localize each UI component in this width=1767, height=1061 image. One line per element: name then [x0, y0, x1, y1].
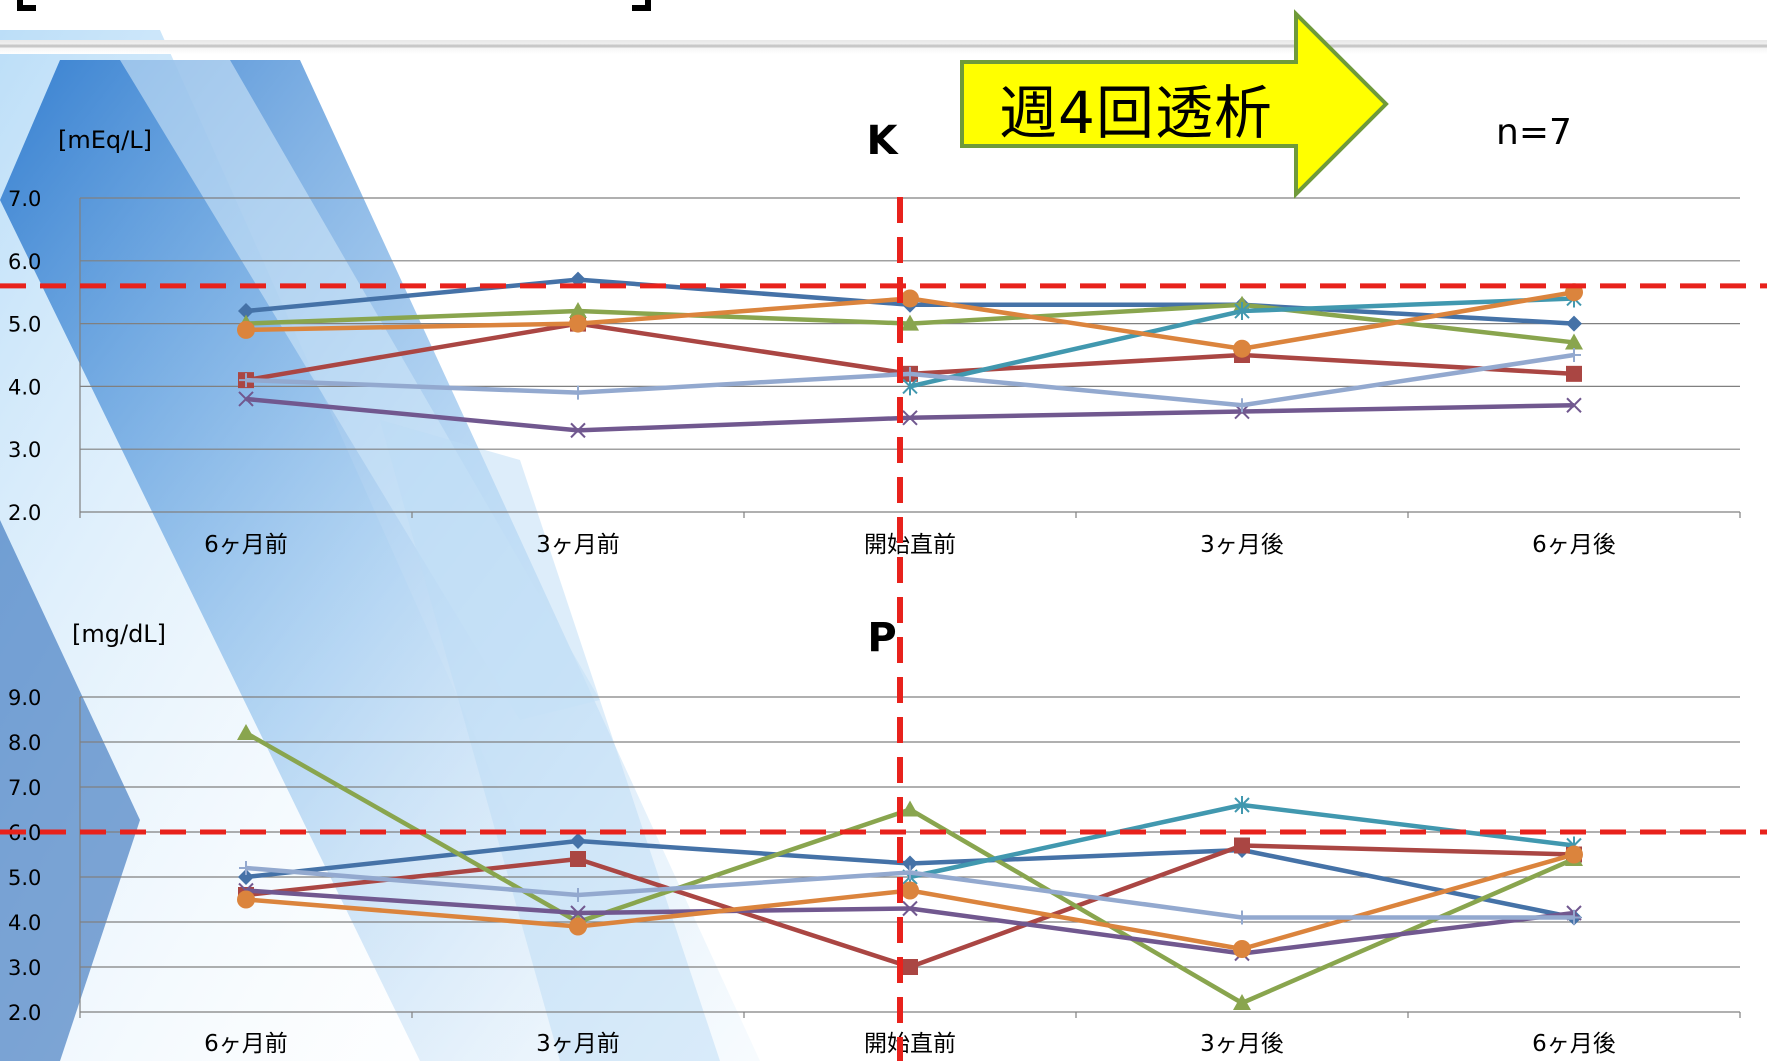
x-tick-label: 3ヶ月前 [536, 532, 620, 558]
marker-plus [571, 385, 585, 400]
marker-diamond [1566, 315, 1582, 332]
marker-circle [901, 881, 919, 900]
marker-plus [1567, 910, 1581, 925]
y-axis-label: [mEq/L] [58, 126, 152, 154]
marker-diamond [902, 855, 918, 872]
marker-square [570, 851, 586, 867]
marker-x [238, 391, 254, 407]
x-tick-label: 開始直前 [864, 1031, 956, 1057]
chart-p: 2.03.04.05.06.07.08.09.06ヶ月前3ヶ月前開始直前3ヶ月後… [0, 615, 1767, 1057]
marker-plus [1235, 398, 1249, 413]
marker-plus [239, 373, 253, 388]
marker-square [1234, 837, 1250, 854]
y-tick-label: 2.0 [8, 1001, 41, 1025]
x-tick-label: 6ヶ月後 [1532, 532, 1616, 558]
marker-square [902, 959, 918, 975]
marker-plus [239, 861, 253, 875]
marker-plus [1567, 348, 1581, 362]
series-4 [238, 391, 1582, 439]
marker-circle [569, 917, 587, 936]
y-tick-label: 6.0 [8, 250, 41, 274]
marker-triangle [237, 724, 255, 740]
chart-k: 2.0 3.0 4.0 5.0 6.0 7.0 6ヶ月前 3ヶ月前 開始直前 3ヶ月後 6ヶ月後 [m… [0, 118, 1767, 558]
marker-circle [1565, 845, 1583, 864]
marker-circle [901, 289, 919, 308]
banner-label: 週4回透析 [999, 79, 1273, 147]
y-tick-label: 3.0 [8, 956, 41, 980]
marker-circle [237, 320, 255, 339]
marker-plus [903, 366, 917, 381]
x-tick-label: 6ヶ月前 [204, 532, 288, 558]
x-tick-label: 開始直前 [864, 532, 956, 558]
marker-triangle [1565, 333, 1583, 350]
x-tick-label: 6ヶ月後 [1532, 1031, 1616, 1057]
x-tick-label: 6ヶ月前 [204, 1031, 288, 1057]
y-tick-label: 7.0 [8, 187, 41, 211]
marker-x [570, 905, 586, 921]
series-7 [239, 861, 1581, 925]
marker-circle [237, 890, 255, 909]
marker-x [902, 410, 918, 426]
y-tick-label: 7.0 [8, 776, 41, 800]
marker-circle [569, 314, 587, 333]
marker-x [902, 900, 918, 917]
marker-x [570, 422, 586, 439]
y-axis-label: [mg/dL] [72, 620, 166, 648]
marker-star [1234, 796, 1250, 814]
marker-triangle [1233, 994, 1251, 1010]
marker-circle [1233, 940, 1251, 958]
marker-triangle [901, 314, 919, 331]
y-tick-label: 4.0 [8, 911, 41, 935]
series-line [245, 396, 1575, 433]
marker-plus [1235, 910, 1249, 925]
marker-x [1566, 397, 1582, 413]
x-tick-label: 3ヶ月後 [1200, 532, 1284, 558]
marker-diamond [238, 869, 254, 885]
x-tick-label: 3ヶ月後 [1200, 1031, 1284, 1057]
marker-star [1234, 302, 1250, 321]
series-7 [239, 348, 1581, 413]
y-tick-label: 5.0 [8, 866, 41, 890]
y-tick-label: 5.0 [8, 313, 41, 337]
y-tick-label: 8.0 [8, 731, 41, 755]
y-tick-label: 4.0 [8, 375, 41, 399]
marker-triangle [569, 302, 587, 319]
marker-diamond [238, 303, 254, 320]
x-tick-label: 3ヶ月前 [536, 1031, 620, 1057]
y-tick-label: 3.0 [8, 438, 41, 462]
chart-title: K [867, 118, 900, 164]
marker-square [1566, 365, 1582, 382]
marker-diamond [570, 833, 586, 849]
sample-size-label: n=7 [1496, 112, 1572, 153]
y-tick-label: 2.0 [8, 501, 41, 525]
chart-title: P [867, 615, 896, 661]
marker-plus [571, 888, 585, 902]
y-tick-label: 9.0 [8, 686, 41, 710]
marker-plus [903, 865, 917, 880]
banner-arrow [960, 9, 1389, 199]
marker-circle [1233, 339, 1251, 358]
marker-triangle [901, 800, 919, 817]
